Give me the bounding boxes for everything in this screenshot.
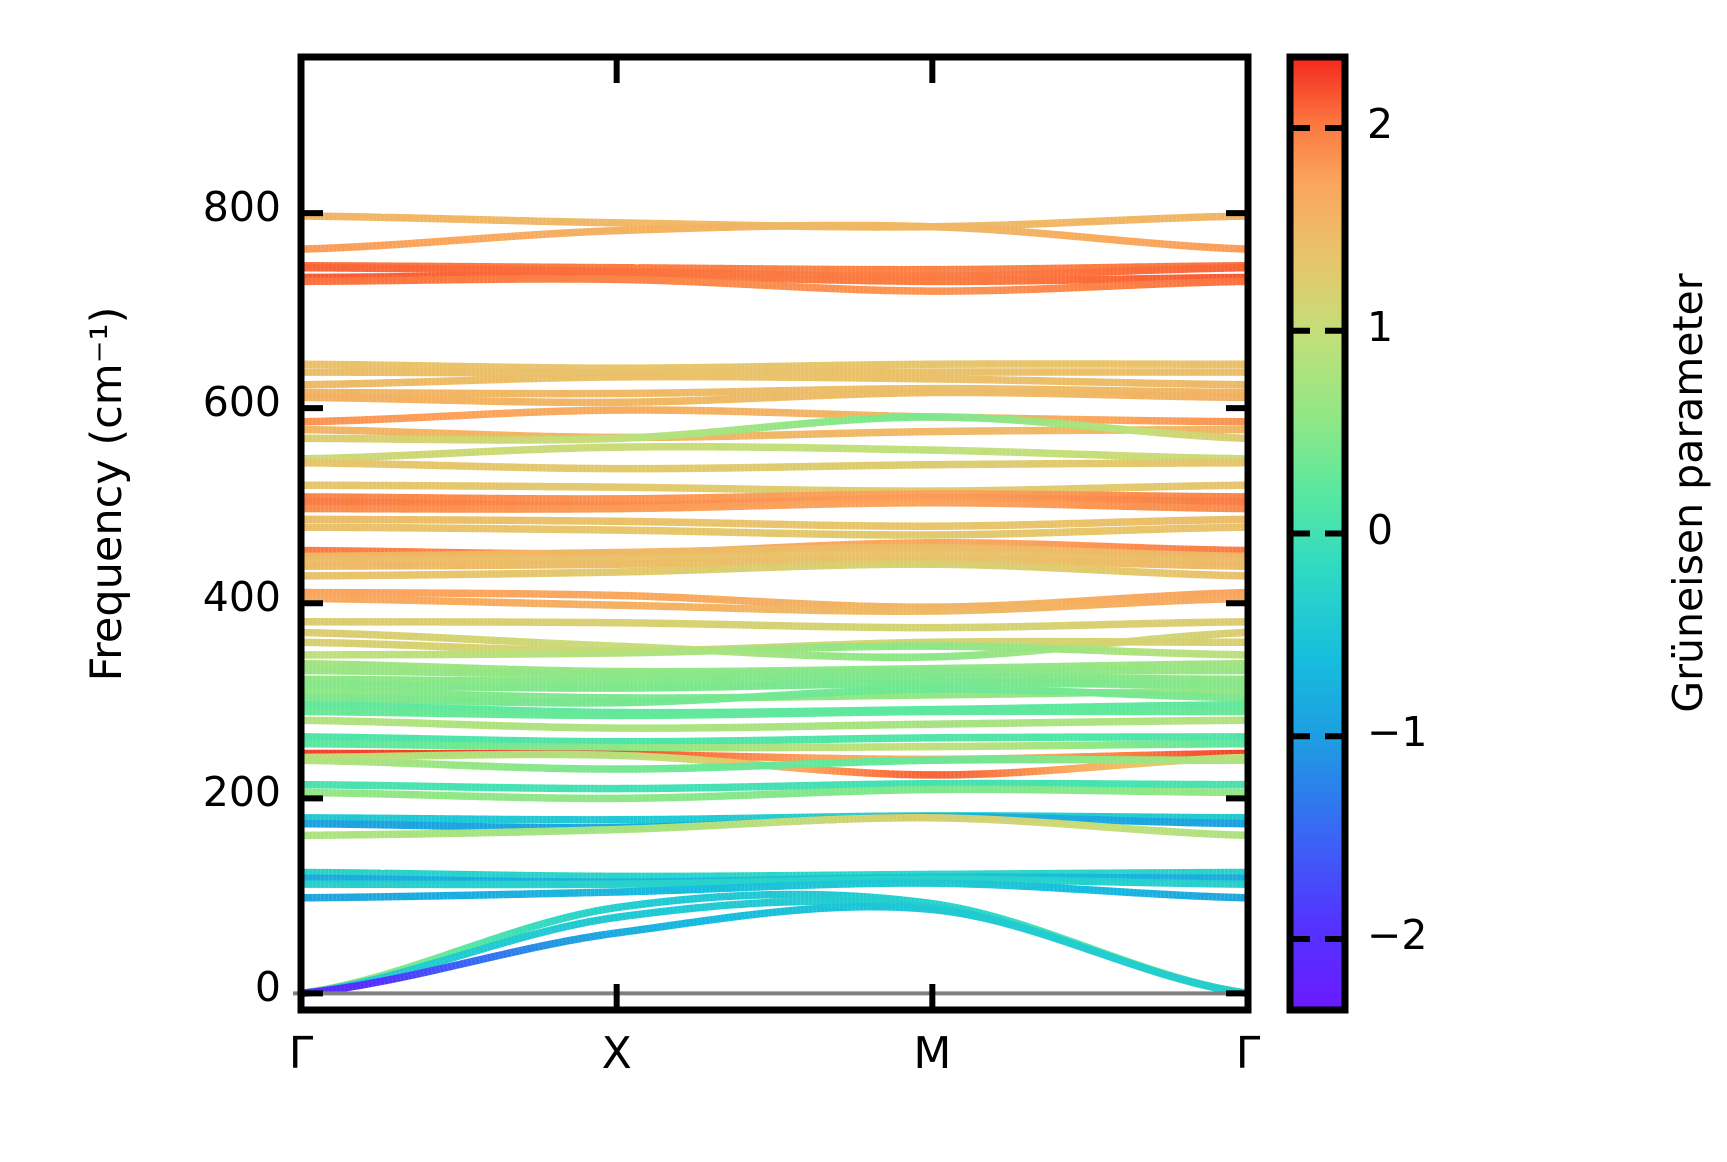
band-10: [301, 388, 1248, 407]
band-16: [301, 481, 1248, 495]
band-13: [301, 413, 1248, 444]
plot-content: [301, 212, 1248, 998]
band-8: [301, 372, 1248, 389]
band-1: [301, 221, 1248, 253]
band-15: [301, 459, 1248, 473]
band-5: [301, 275, 1248, 295]
band-9: [301, 384, 1248, 398]
band-20: [301, 515, 1248, 530]
band-11: [301, 406, 1248, 426]
band-6: [301, 360, 1248, 372]
band-7: [301, 368, 1248, 377]
band-17: [301, 490, 1248, 503]
band-19: [301, 499, 1248, 513]
band-14: [301, 442, 1248, 463]
